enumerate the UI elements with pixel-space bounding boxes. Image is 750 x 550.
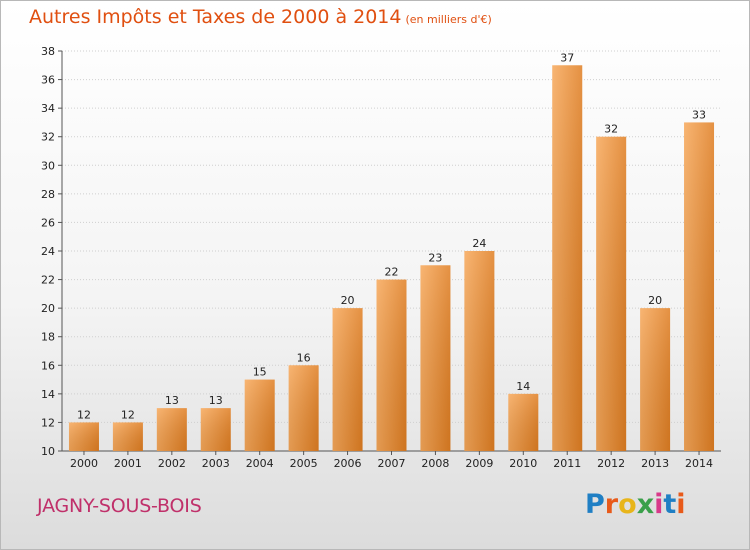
chart-title: Autres Impôts et Taxes de 2000 à 2014 (en… [29,6,492,28]
bar-shade [244,379,275,451]
y-tick-label: 14 [41,388,55,401]
logo-letter: o [618,489,637,520]
x-tick-label: 2004 [246,457,274,470]
y-tick-label: 16 [41,359,55,372]
y-tick-label: 26 [41,216,55,229]
data-label: 32 [604,123,618,136]
x-tick-label: 2003 [202,457,230,470]
bar-shade [552,65,583,452]
data-label: 20 [648,294,662,307]
y-tick-label: 24 [41,245,55,258]
x-tick-label: 2007 [378,457,406,470]
y-tick-label: 28 [41,188,55,201]
bar-shade [376,279,407,451]
y-tick-label: 36 [41,74,55,87]
x-tick-label: 2013 [641,457,669,470]
data-label: 24 [472,237,486,250]
bar-shade [464,251,495,451]
x-tick-label: 2008 [421,457,449,470]
bar-shade [156,408,187,451]
data-label: 22 [385,266,399,279]
y-tick-label: 30 [41,159,55,172]
x-tick-label: 2005 [290,457,318,470]
data-label: 13 [209,394,223,407]
data-label: 13 [165,394,179,407]
x-tick-label: 2009 [465,457,493,470]
x-tick-label: 2014 [685,457,713,470]
x-tick-label: 2002 [158,457,186,470]
x-tick-label: 2001 [114,457,142,470]
y-tick-label: 10 [41,445,55,458]
chart-unit: (en milliers d'€) [405,13,492,26]
x-tick-label: 2012 [597,457,625,470]
bar-shade [508,393,539,451]
bar-shade [288,365,319,451]
logo-letter: P [585,489,605,520]
y-tick-label: 20 [41,302,55,315]
y-tick-label: 18 [41,331,55,344]
data-label: 20 [341,294,355,307]
bar-shade [684,122,715,451]
x-tick-label: 2011 [553,457,581,470]
y-tick-label: 38 [41,45,55,58]
data-label: 12 [121,408,135,421]
data-label: 12 [77,408,91,421]
bar-shade [332,308,363,451]
city-name: JAGNY-SOUS-BOIS [37,495,202,517]
logo-letter: r [604,489,619,520]
bar-shade [200,408,231,451]
logo-letter: i [654,489,664,520]
data-label: 23 [428,251,442,264]
bar-shade [420,265,451,451]
y-tick-label: 12 [41,416,55,429]
x-tick-label: 2000 [70,457,98,470]
x-tick-label: 2006 [334,457,362,470]
y-tick-label: 34 [41,102,55,115]
data-label: 15 [253,366,267,379]
bar-shade [640,308,671,451]
y-tick-label: 32 [41,131,55,144]
x-tick-label: 2010 [509,457,537,470]
proxiti-logo[interactable]: Proxiti [585,489,686,520]
bar-shade [112,422,143,451]
bar-shade [596,136,627,451]
logo-letter: x [636,489,655,520]
logo-letter: i [676,489,686,520]
logo-letter: t [663,489,677,520]
data-label: 33 [692,108,706,121]
data-label: 16 [297,351,311,364]
data-label: 14 [516,380,530,393]
bar-shade [68,422,99,451]
chart-title-text: Autres Impôts et Taxes de 2000 à 2014 [29,6,402,28]
data-label: 37 [560,51,574,64]
y-tick-label: 22 [41,274,55,287]
